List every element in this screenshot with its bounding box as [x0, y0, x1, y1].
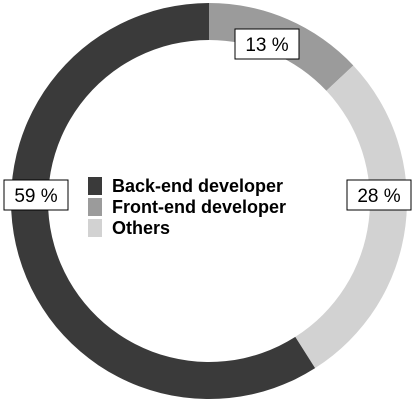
percent-label-others: 28 % [346, 179, 412, 211]
percent-label-front-end-developer: 13 % [234, 28, 300, 60]
legend-label: Others [112, 218, 170, 238]
percent-label-box [3, 179, 69, 211]
percent-label-box [346, 179, 412, 211]
percent-label-text: 13 % [245, 35, 288, 56]
legend-label: Front-end developer [112, 197, 286, 217]
percent-labels: 59 % 13 % 28 % [3, 28, 412, 211]
legend-item-back-end-developer: Back-end developer [88, 176, 283, 196]
slice-others [295, 65, 407, 369]
legend-swatch [88, 177, 102, 195]
slice-back-end-developer [11, 3, 316, 399]
legend-item-front-end-developer: Front-end developer [88, 197, 286, 217]
legend-swatch [88, 198, 102, 216]
legend-item-others: Others [88, 218, 170, 238]
percent-label-text: 59 % [14, 186, 57, 207]
percent-label-back-end-developer: 59 % [3, 179, 69, 211]
percent-label-box [234, 28, 300, 60]
percent-label-text: 28 % [357, 186, 400, 207]
legend-swatch [88, 219, 102, 237]
legend-label: Back-end developer [112, 176, 283, 196]
